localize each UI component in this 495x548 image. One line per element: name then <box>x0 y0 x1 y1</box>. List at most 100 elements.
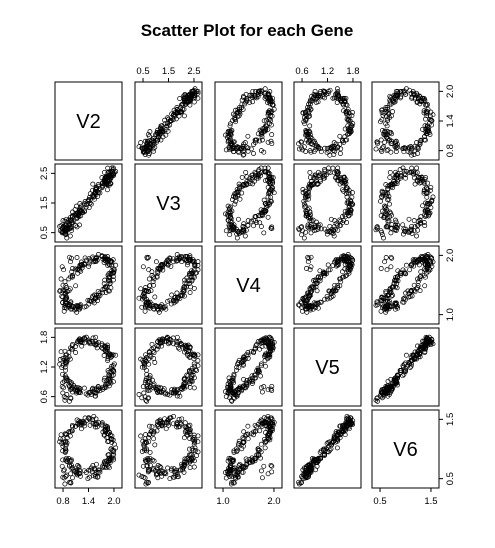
scatter-panel-V5-vs-V4 <box>223 334 277 404</box>
data-point <box>427 187 433 193</box>
data-point <box>307 169 313 175</box>
data-point <box>248 218 254 224</box>
data-point <box>182 253 188 259</box>
data-point <box>152 360 158 365</box>
data-point <box>338 279 344 285</box>
data-point <box>245 222 251 228</box>
data-point <box>338 218 344 224</box>
data-point <box>311 456 317 462</box>
data-point <box>99 175 105 181</box>
bottom-axis-tick-label: 1.5 <box>424 496 437 507</box>
data-point <box>387 174 393 180</box>
data-point <box>311 149 317 155</box>
data-point <box>182 420 188 426</box>
data-point <box>303 194 308 200</box>
data-point <box>378 308 384 314</box>
data-point <box>263 178 268 184</box>
data-point <box>145 380 151 386</box>
data-point <box>327 170 333 175</box>
data-point <box>69 306 75 312</box>
data-point <box>78 203 84 209</box>
data-point <box>174 290 180 296</box>
data-point <box>151 282 157 288</box>
data-point <box>94 345 100 351</box>
data-point <box>177 424 183 430</box>
data-point <box>58 223 64 229</box>
data-point <box>346 203 352 209</box>
data-point <box>102 285 107 291</box>
data-point <box>327 152 333 158</box>
data-point <box>170 256 176 262</box>
data-point <box>257 447 262 453</box>
data-point <box>182 342 188 348</box>
data-point <box>152 294 158 300</box>
data-point <box>81 385 87 391</box>
data-point <box>403 271 409 277</box>
data-point <box>429 197 435 203</box>
data-point <box>144 255 150 261</box>
data-point <box>345 118 351 123</box>
data-point <box>393 300 399 306</box>
data-point <box>91 341 97 347</box>
data-point <box>308 106 314 112</box>
data-point <box>159 343 164 349</box>
data-point <box>79 343 85 349</box>
data-point <box>331 287 337 293</box>
data-point <box>142 441 147 446</box>
data-point <box>335 432 341 438</box>
data-point <box>62 360 68 366</box>
data-point <box>166 422 171 428</box>
data-point <box>149 341 155 347</box>
data-point <box>136 472 142 478</box>
data-point <box>175 294 181 300</box>
data-point <box>225 471 231 477</box>
data-point <box>303 298 309 304</box>
data-point <box>243 99 249 105</box>
data-point <box>145 299 151 305</box>
data-point <box>230 467 235 473</box>
data-point <box>409 145 415 151</box>
data-point <box>322 453 327 458</box>
data-point <box>387 201 392 207</box>
data-point <box>167 119 173 125</box>
data-point <box>411 355 417 361</box>
data-point <box>307 123 313 129</box>
data-point <box>104 256 110 262</box>
data-point <box>151 350 157 356</box>
data-point <box>108 456 114 462</box>
data-point <box>110 453 116 458</box>
data-point <box>241 221 247 227</box>
data-point <box>346 110 352 116</box>
data-point <box>267 101 273 107</box>
data-point <box>155 421 161 427</box>
data-point <box>182 429 188 435</box>
data-point <box>341 257 347 263</box>
data-point <box>192 363 198 369</box>
data-point <box>303 118 309 124</box>
data-point <box>187 94 193 100</box>
data-point <box>408 288 414 294</box>
data-point <box>331 233 337 239</box>
data-point <box>332 282 338 288</box>
data-point <box>387 288 393 294</box>
data-point <box>153 387 159 393</box>
data-point <box>187 257 193 263</box>
panel-frame-V4-V5 <box>293 245 362 325</box>
data-point <box>305 471 311 477</box>
data-point <box>320 88 326 94</box>
data-point <box>239 360 245 366</box>
bottom-axis-tick-label: 0.5 <box>373 496 386 507</box>
data-point <box>149 269 155 275</box>
data-point <box>383 255 389 260</box>
variable-label-V6: V6 <box>393 439 417 461</box>
data-point <box>408 144 414 149</box>
data-point <box>142 475 148 481</box>
data-point <box>318 149 324 155</box>
data-point <box>93 474 98 480</box>
data-point <box>184 262 190 268</box>
data-point <box>328 216 334 222</box>
data-point <box>177 346 183 352</box>
data-point <box>174 334 180 340</box>
data-point <box>267 187 273 193</box>
